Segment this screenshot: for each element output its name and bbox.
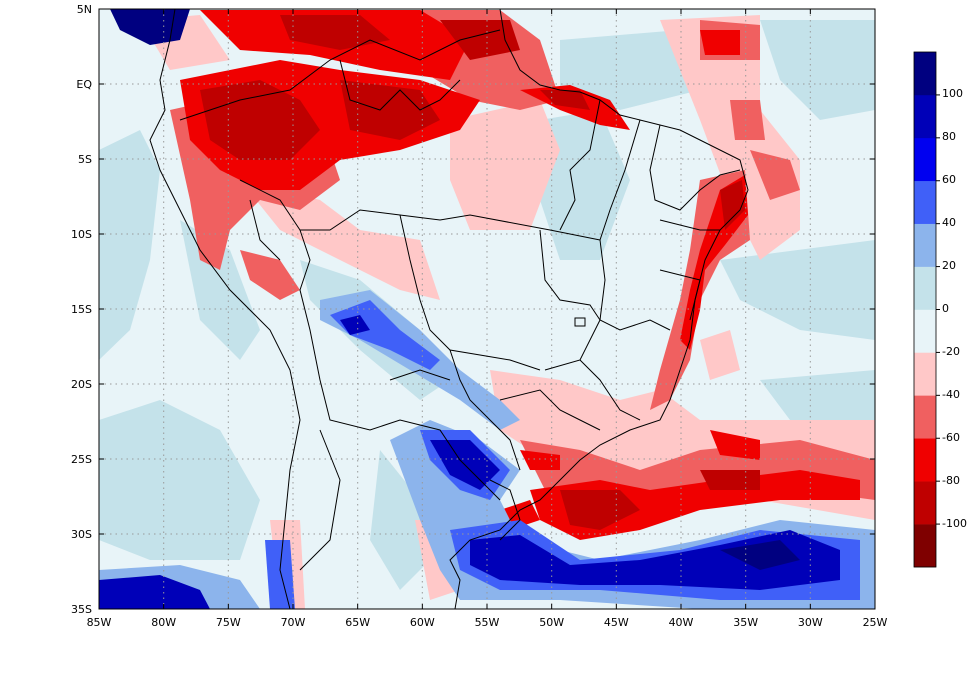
colorbar-label: -40 xyxy=(942,388,960,401)
colorbar: 100 80 60 40 20 0 -20 -40 -60 -80 -100 xyxy=(913,51,967,568)
colorbar-label: -80 xyxy=(942,474,960,487)
lat-tick-label: 10S xyxy=(71,228,92,241)
colorbar-label: 80 xyxy=(942,130,956,143)
light-blue-field xyxy=(99,20,875,590)
colorbar-bin xyxy=(914,180,936,224)
colorbar-bin xyxy=(914,352,936,396)
lat-tick-label: 20S xyxy=(71,378,92,391)
lon-tick-labels: 85W 80W 75W 70W 65W 60W 55W 50W 45W 40W … xyxy=(87,616,888,629)
dark-red-field xyxy=(200,15,760,530)
colorbar-label: 0 xyxy=(942,302,949,315)
lon-tick-label: 55W xyxy=(475,616,500,629)
lon-tick-label: 30W xyxy=(798,616,823,629)
lon-tick-label: 75W xyxy=(216,616,241,629)
lat-tick-label: 5S xyxy=(78,153,92,166)
colorbar-bin xyxy=(914,395,936,439)
colorbar-bin xyxy=(914,438,936,482)
country-state-borders xyxy=(179,29,741,571)
colorbar-bin xyxy=(914,52,936,96)
lat-tick-label: 5N xyxy=(77,3,92,16)
map-plot-area xyxy=(99,9,875,609)
lat-tick-label: 25S xyxy=(71,453,92,466)
colorbar-label: -100 xyxy=(942,517,967,530)
colorbar-label: 60 xyxy=(942,173,956,186)
colorbar-bin xyxy=(914,137,936,182)
lat-tick-labels: 5N EQ 5S 10S 15S 20S 25S 30S 35S xyxy=(71,3,92,616)
lat-tick-label: 15S xyxy=(71,303,92,316)
lon-tick-label: 80W xyxy=(151,616,176,629)
lon-tick-label: 25W xyxy=(863,616,888,629)
colorbar-bins xyxy=(914,52,936,568)
lon-tick-label: 50W xyxy=(539,616,564,629)
lon-tick-label: 40W xyxy=(669,616,694,629)
lon-tick-label: 45W xyxy=(604,616,629,629)
lat-tick-label: EQ xyxy=(76,78,92,91)
lat-tick-label: 35S xyxy=(71,603,92,616)
colorbar-bin xyxy=(914,309,936,353)
lon-tick-label: 65W xyxy=(345,616,370,629)
colorbar-labels: 100 80 60 40 20 0 -20 -40 -60 -80 -100 xyxy=(942,87,967,530)
colorbar-label: -20 xyxy=(942,345,960,358)
axis-tick-marks xyxy=(98,8,876,610)
colorbar-bin xyxy=(914,524,936,568)
colorbar-bin xyxy=(914,481,936,525)
navy-field xyxy=(110,9,190,45)
lon-tick-label: 60W xyxy=(410,616,435,629)
lon-tick-label: 70W xyxy=(281,616,306,629)
lon-tick-label: 35W xyxy=(733,616,758,629)
colorbar-bin xyxy=(914,223,936,267)
colorbar-label: 20 xyxy=(942,259,956,272)
lat-tick-label: 30S xyxy=(71,528,92,541)
colorbar-bin xyxy=(914,94,936,139)
lon-tick-label: 85W xyxy=(87,616,112,629)
colorbar-label: 100 xyxy=(942,87,963,100)
colorbar-label: -60 xyxy=(942,431,960,444)
colorbar-bin xyxy=(914,266,936,310)
colorbar-label: 40 xyxy=(942,216,956,229)
coastline xyxy=(149,9,749,609)
